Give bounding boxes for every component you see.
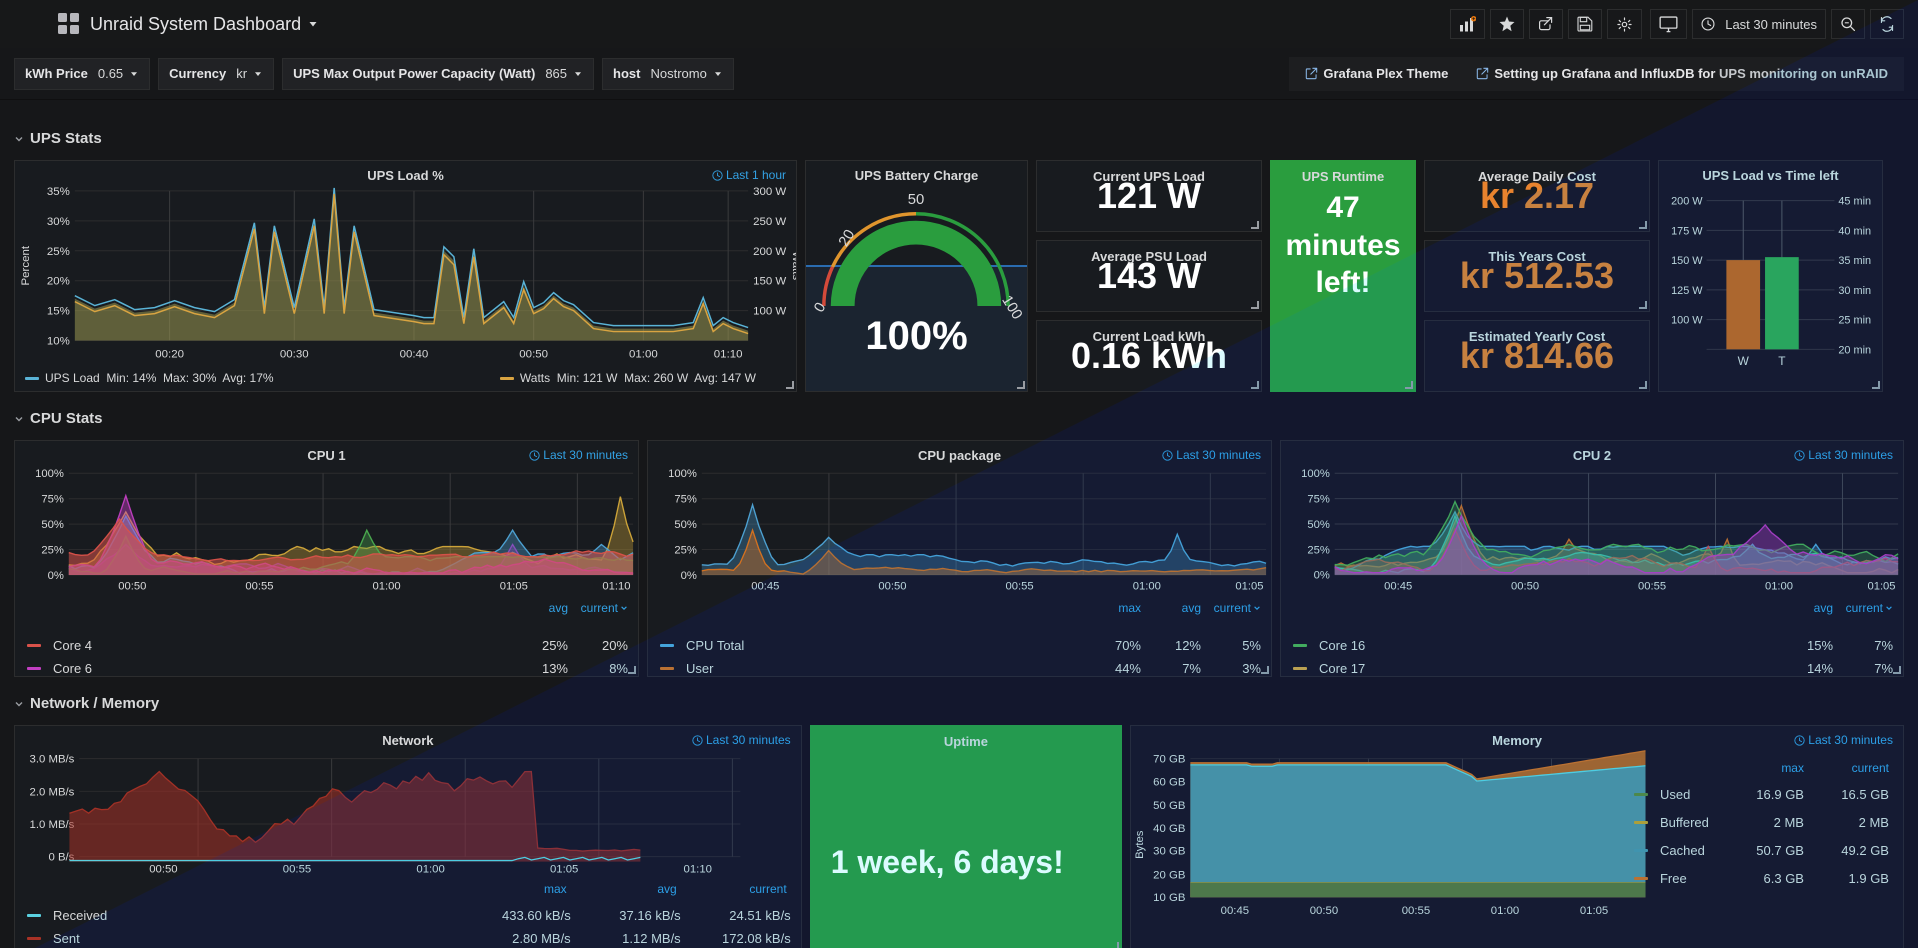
svg-text:30%: 30% [47, 216, 70, 228]
svg-text:Percent: Percent [20, 245, 32, 285]
svg-text:40 GB: 40 GB [1153, 823, 1185, 835]
svg-text:15%: 15% [47, 306, 70, 318]
svg-text:00:30: 00:30 [280, 348, 309, 360]
svg-text:100%: 100% [35, 468, 64, 480]
svg-text:50: 50 [908, 192, 925, 208]
svg-text:175 W: 175 W [1671, 225, 1703, 237]
svg-text:25%: 25% [47, 246, 70, 258]
svg-text:125 W: 125 W [1671, 285, 1703, 297]
svg-text:00:50: 00:50 [519, 348, 548, 360]
svg-text:00:45: 00:45 [1221, 905, 1249, 917]
svg-text:10 GB: 10 GB [1153, 892, 1185, 904]
svg-text:20%: 20% [47, 276, 70, 288]
svg-text:10%: 10% [47, 336, 70, 348]
svg-text:35 min: 35 min [1838, 255, 1871, 267]
svg-text:1.0 MB/s: 1.0 MB/s [30, 819, 75, 831]
svg-text:01:00: 01:00 [416, 863, 444, 875]
svg-text:T: T [1778, 354, 1785, 368]
svg-text:35%: 35% [47, 186, 70, 198]
svg-text:0%: 0% [1314, 570, 1330, 582]
svg-text:75%: 75% [41, 494, 63, 506]
svg-text:00:55: 00:55 [283, 863, 311, 875]
svg-text:50 GB: 50 GB [1153, 800, 1185, 812]
svg-text:01:00: 01:00 [373, 581, 401, 593]
svg-text:2.0 MB/s: 2.0 MB/s [30, 786, 75, 798]
svg-text:01:00: 01:00 [1133, 581, 1161, 593]
svg-text:01:05: 01:05 [550, 863, 578, 875]
svg-text:00:50: 00:50 [118, 581, 146, 593]
svg-text:75%: 75% [1307, 494, 1329, 506]
svg-text:150 W: 150 W [753, 276, 786, 288]
svg-text:100 W: 100 W [1671, 315, 1703, 327]
svg-text:W: W [1738, 354, 1750, 368]
svg-text:50%: 50% [674, 519, 696, 531]
svg-text:250 W: 250 W [753, 216, 786, 228]
svg-text:01:10: 01:10 [714, 348, 743, 360]
svg-text:00:50: 00:50 [1511, 580, 1539, 592]
svg-text:0%: 0% [48, 570, 64, 582]
svg-text:300 W: 300 W [753, 186, 786, 198]
svg-text:01:05: 01:05 [1580, 905, 1608, 917]
svg-text:20: 20 [836, 227, 858, 249]
svg-text:01:05: 01:05 [500, 581, 528, 593]
svg-text:00:55: 00:55 [245, 581, 273, 593]
svg-text:25 min: 25 min [1838, 315, 1871, 327]
svg-text:70 GB: 70 GB [1153, 754, 1185, 766]
svg-text:150 W: 150 W [1671, 255, 1703, 267]
svg-text:00:40: 00:40 [400, 348, 429, 360]
svg-text:00:55: 00:55 [1638, 580, 1666, 592]
svg-text:Watts: Watts [790, 251, 796, 280]
svg-text:25%: 25% [674, 544, 696, 556]
svg-text:200 W: 200 W [753, 246, 786, 258]
svg-text:50%: 50% [41, 519, 63, 531]
svg-text:01:05: 01:05 [1867, 580, 1895, 592]
svg-text:3.0 MB/s: 3.0 MB/s [30, 754, 75, 766]
svg-text:00:55: 00:55 [1402, 905, 1430, 917]
svg-text:60 GB: 60 GB [1153, 776, 1185, 788]
svg-text:100 W: 100 W [753, 306, 786, 318]
svg-text:00:50: 00:50 [1310, 905, 1338, 917]
svg-text:00:20: 00:20 [155, 348, 184, 360]
svg-text:Bytes: Bytes [1134, 830, 1146, 859]
svg-text:20 min: 20 min [1838, 344, 1871, 356]
svg-text:01:00: 01:00 [1491, 905, 1519, 917]
svg-text:00:45: 00:45 [1384, 580, 1412, 592]
svg-text:25%: 25% [41, 544, 63, 556]
svg-text:01:10: 01:10 [684, 863, 712, 875]
svg-text:00:45: 00:45 [751, 581, 779, 593]
svg-text:0%: 0% [681, 570, 697, 582]
svg-text:30 GB: 30 GB [1153, 846, 1185, 858]
svg-text:45 min: 45 min [1838, 196, 1871, 208]
svg-text:01:05: 01:05 [1235, 581, 1263, 593]
svg-text:40 min: 40 min [1838, 225, 1871, 237]
svg-text:100%: 100% [668, 468, 697, 480]
svg-text:00:50: 00:50 [149, 863, 177, 875]
svg-text:01:10: 01:10 [602, 581, 630, 593]
svg-text:25%: 25% [1307, 544, 1329, 556]
svg-text:01:00: 01:00 [1765, 580, 1793, 592]
svg-text:75%: 75% [674, 494, 696, 506]
svg-text:00:55: 00:55 [1006, 581, 1034, 593]
svg-text:00:50: 00:50 [878, 581, 906, 593]
svg-text:30 min: 30 min [1838, 285, 1871, 297]
svg-text:100%: 100% [1301, 468, 1330, 480]
svg-text:01:00: 01:00 [629, 348, 658, 360]
svg-text:50%: 50% [1307, 519, 1329, 531]
svg-text:200 W: 200 W [1671, 196, 1703, 208]
svg-text:20 GB: 20 GB [1153, 869, 1185, 881]
